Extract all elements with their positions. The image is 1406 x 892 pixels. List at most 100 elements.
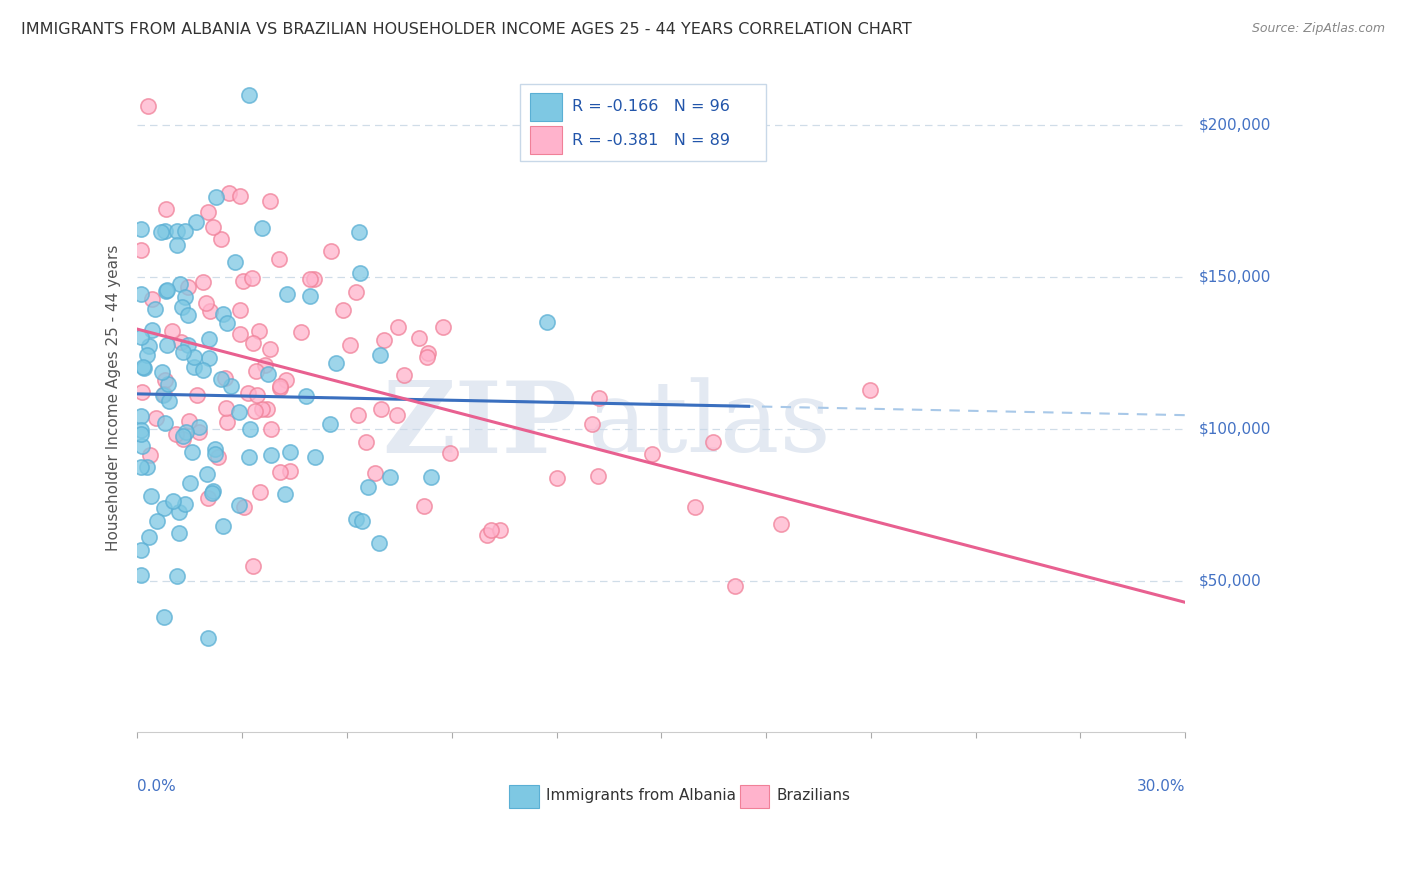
Text: $200,000: $200,000: [1199, 118, 1271, 132]
Point: [195, 467, 218, 481]
Point: [174, 290, 197, 304]
Text: Source: ZipAtlas.com: Source: ZipAtlas.com: [1251, 22, 1385, 36]
Point: [339, 337, 361, 351]
Point: [373, 334, 395, 348]
Point: [302, 271, 325, 285]
Point: [139, 448, 162, 462]
Point: [174, 224, 197, 238]
Point: [211, 307, 233, 321]
Point: [176, 280, 198, 294]
Point: [233, 500, 256, 514]
Point: [269, 381, 291, 395]
Point: [274, 373, 297, 387]
Point: [153, 387, 176, 401]
Point: [135, 348, 157, 362]
Point: [640, 447, 662, 461]
Point: [156, 338, 179, 352]
Point: [228, 498, 250, 512]
Text: 0.0%: 0.0%: [138, 780, 176, 794]
Point: [155, 224, 177, 238]
Point: [166, 238, 188, 252]
Point: [167, 525, 190, 540]
Point: [344, 285, 367, 300]
Point: [368, 536, 391, 550]
Point: [344, 512, 367, 526]
Text: IMMIGRANTS FROM ALBANIA VS BRAZILIAN HOUSEHOLDER INCOME AGES 25 - 44 YEARS CORRE: IMMIGRANTS FROM ALBANIA VS BRAZILIAN HOU…: [21, 22, 912, 37]
Point: [139, 489, 162, 503]
Point: [155, 284, 177, 298]
Point: [129, 222, 152, 236]
Point: [212, 519, 235, 533]
Point: [172, 345, 194, 359]
Point: [252, 221, 274, 235]
Point: [347, 408, 370, 422]
Point: [198, 303, 221, 318]
Point: [205, 190, 228, 204]
FancyBboxPatch shape: [520, 84, 766, 161]
Point: [200, 485, 222, 500]
Point: [357, 480, 380, 494]
Point: [188, 425, 211, 440]
Point: [134, 361, 156, 376]
Point: [136, 98, 159, 112]
Point: [228, 405, 250, 419]
Point: [770, 517, 793, 532]
Point: [162, 494, 184, 508]
Text: Brazilians: Brazilians: [776, 789, 851, 804]
Point: [165, 426, 187, 441]
Point: [256, 402, 278, 417]
Point: [588, 391, 610, 405]
Point: [169, 277, 191, 292]
Point: [153, 373, 176, 387]
Point: [141, 292, 163, 306]
Point: [166, 569, 188, 583]
Point: [217, 316, 239, 330]
Point: [224, 254, 246, 268]
Point: [702, 434, 724, 449]
Point: [153, 610, 176, 624]
Point: [195, 296, 218, 310]
Text: R = -0.381   N = 89: R = -0.381 N = 89: [572, 133, 730, 148]
Point: [412, 500, 434, 514]
Point: [299, 289, 322, 303]
Point: [260, 448, 283, 462]
Point: [269, 465, 291, 479]
Point: [183, 350, 205, 364]
Point: [319, 244, 342, 258]
Point: [166, 225, 188, 239]
Point: [188, 420, 211, 434]
Point: [232, 274, 254, 288]
Bar: [509, 785, 538, 808]
Point: [245, 363, 267, 377]
Text: $50,000: $50,000: [1199, 573, 1261, 588]
Point: [179, 476, 201, 491]
Point: [152, 501, 174, 516]
Point: [198, 332, 221, 346]
Point: [488, 523, 510, 537]
Point: [176, 308, 198, 322]
Point: [242, 558, 264, 573]
Point: [156, 283, 179, 297]
Point: [197, 631, 219, 645]
Point: [131, 385, 153, 400]
Point: [354, 434, 377, 449]
Point: [432, 320, 454, 334]
Point: [546, 470, 568, 484]
Point: [129, 568, 152, 582]
Text: Immigrants from Albania: Immigrants from Albania: [546, 789, 735, 804]
Point: [418, 346, 440, 360]
Point: [229, 302, 252, 317]
Text: R = -0.166   N = 96: R = -0.166 N = 96: [572, 99, 730, 114]
Point: [269, 378, 291, 392]
Point: [209, 232, 232, 246]
Point: [479, 523, 502, 537]
Point: [370, 401, 392, 416]
Point: [129, 409, 152, 424]
Point: [157, 393, 180, 408]
Text: ZIP: ZIP: [382, 376, 578, 474]
Point: [204, 442, 226, 456]
Y-axis label: Householder Income Ages 25 - 44 years: Householder Income Ages 25 - 44 years: [107, 245, 121, 551]
Point: [186, 388, 208, 402]
Point: [475, 528, 498, 542]
Point: [378, 470, 401, 484]
